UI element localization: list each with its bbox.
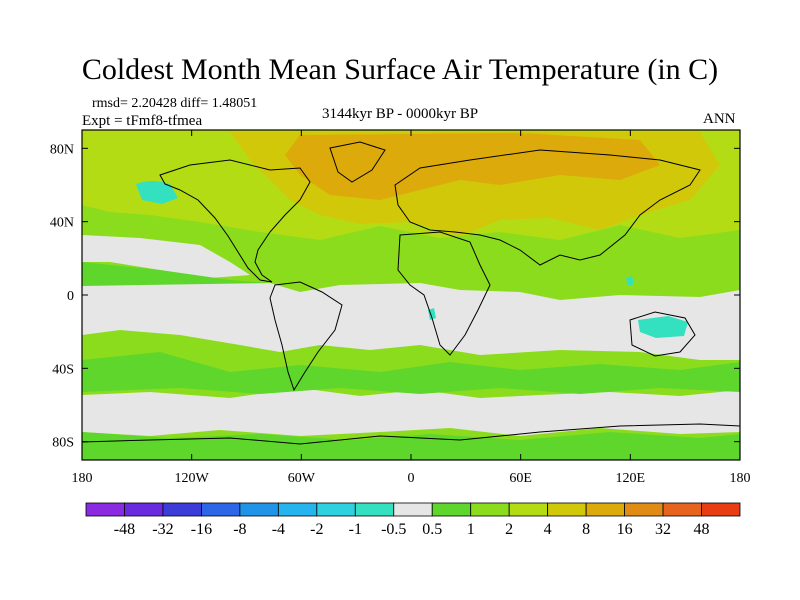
field-neutral-southern-ocean [82,388,740,436]
coast-antarctica [82,423,740,445]
colorbar-swatch [701,502,741,517]
colorbar-swatch [393,502,433,517]
colorbar-label: 8 [582,521,590,538]
colorbar-label: -32 [152,521,173,538]
temperature-field [82,130,740,460]
field-neutral-south [82,283,740,360]
stats-line: rmsd= 2.20428 diff= 1.48051 [92,96,258,111]
axis-ticks: 80N 40N 0 40S 80S 180 120W 60W 0 60E 120E 180 [50,130,751,486]
colorbar-label: -2 [310,521,323,538]
colorbar-label: 1 [467,521,475,538]
colorbar-label: 4 [544,521,552,538]
coast-australia [629,311,696,357]
colorbar-label: -16 [191,521,212,538]
y-tick-label: 40N [50,216,74,231]
x-tick-label: 180 [72,471,93,486]
colorbar-label: 48 [694,521,710,538]
colorbar-swatch [662,502,702,517]
season-label: ANN [703,111,736,127]
period-label: 3144kyr BP - 0000kyr BP [322,106,479,122]
coast-south-america [269,281,343,392]
colorbar-swatch [277,502,318,517]
colorbar-swatch [354,502,395,517]
colorbar-label: 0.5 [422,521,442,538]
x-tick-label: 0 [408,471,415,486]
map-title: Coldest Month Mean Surface Air Temperatu… [81,53,719,86]
colorbar-label: -48 [114,521,135,538]
field-cyan-alaska [136,181,178,204]
colorbar-label: 32 [655,521,671,538]
colorbar-label: 16 [617,521,633,538]
colorbar-swatch [316,502,356,517]
colorbar-label: 2 [505,521,513,538]
y-tick-label: 80S [52,436,74,451]
field-light-green-southern [82,352,740,394]
field-orange-siberia [360,138,520,168]
y-tick-label: 40S [52,362,74,377]
colorbar: -48 -32 -16 -8 -4 -2 -1 -0.5 0.5 1 2 4 8 16 32 48 [85,502,741,538]
y-tick-label: 80N [50,142,74,157]
colorbar-label: -8 [233,521,246,538]
colorbar-label: -4 [272,521,285,538]
x-tick-label: 60W [288,471,316,486]
colorbar-swatch [239,502,279,517]
x-tick-label: 120E [616,471,646,486]
field-cyan-australia [638,316,688,338]
colorbar-label: -1 [349,521,362,538]
colorbar-swatch [431,502,472,517]
colorbar-swatch [124,502,164,517]
y-tick-label: 0 [67,289,74,304]
colorbar-swatch [162,502,202,517]
coastlines [82,141,740,445]
colorbar-swatch [508,502,549,517]
colorbar-swatch [85,502,125,517]
colorbar-swatch [201,502,241,517]
field-light-green-pacific [82,262,270,286]
colorbar-swatch [624,502,664,517]
colorbar-swatch [470,502,510,517]
colorbar-swatch [585,502,625,517]
x-tick-label: 60E [509,471,532,486]
coast-greenland [329,141,386,183]
field-neutral-pacific-north [82,235,250,278]
colorbar-swatch [547,502,587,517]
colorbar-label: -0.5 [381,521,406,538]
coast-north-america [159,159,311,283]
x-tick-label: 120W [175,471,210,486]
coast-europe-asia [394,149,701,266]
experiment-line: Expt = tFmf8-tfmea [82,113,203,129]
field-cyan-indonesia [626,276,634,286]
coast-africa [397,231,491,356]
x-tick-label: 180 [730,471,751,486]
